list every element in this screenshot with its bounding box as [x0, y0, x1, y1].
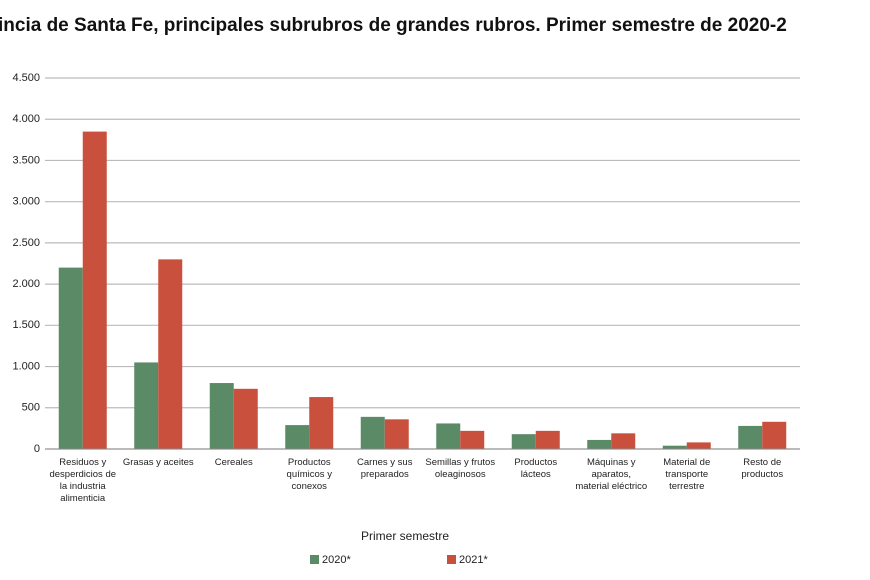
x-tick-label: Grasas y aceites — [122, 457, 194, 468]
bar — [436, 423, 461, 449]
bar — [384, 419, 409, 449]
y-tick-label: 3.000 — [12, 196, 40, 208]
y-tick-label: 1.500 — [12, 319, 40, 331]
bar — [309, 397, 334, 449]
bar — [535, 430, 560, 449]
x-tick-label: Cereales — [214, 457, 253, 468]
x-tick-label: Semillas y frutos oleaginosos — [425, 457, 496, 480]
bar — [285, 425, 310, 449]
bar — [460, 430, 485, 449]
bar — [511, 434, 536, 449]
chart-title: incia de Santa Fe, principales subrubros… — [0, 15, 787, 36]
y-tick-label: 4.500 — [12, 72, 40, 84]
x-tick-label: Residuos y desperdicios de la industria … — [49, 457, 117, 504]
y-tick-label: 2.000 — [12, 278, 40, 290]
legend-swatch — [310, 555, 319, 564]
legend-swatch — [447, 555, 456, 564]
x-tick-label: Resto de productos — [741, 457, 784, 480]
x-tick-label: Productos lácteos — [514, 457, 558, 480]
y-tick-label: 0 — [34, 443, 40, 455]
y-tick-label: 500 — [22, 402, 40, 414]
bar — [686, 442, 711, 449]
bar — [611, 433, 636, 449]
legend-label: 2020* — [322, 554, 351, 566]
bar — [82, 131, 107, 450]
y-tick-label: 2.500 — [12, 237, 40, 249]
legend-label: 2021* — [459, 554, 488, 566]
bar — [662, 445, 687, 449]
bar — [233, 388, 258, 449]
y-tick-label: 3.500 — [12, 154, 40, 166]
x-tick-label: Máquinas y aparatos, material eléctrico — [575, 457, 648, 492]
y-tick-label: 4.000 — [12, 113, 40, 125]
x-tick-label: Carnes y sus preparados — [357, 457, 413, 480]
x-axis-title: Primer semestre — [361, 529, 449, 543]
x-tick-label: Material de transporte terrestre — [663, 457, 711, 492]
bar — [738, 425, 763, 449]
bar — [134, 362, 159, 449]
bar — [58, 267, 83, 449]
bar — [209, 383, 234, 449]
y-tick-label: 1.000 — [12, 360, 40, 372]
bar — [158, 259, 183, 449]
bar — [587, 439, 612, 449]
bar — [360, 416, 385, 449]
bar — [762, 421, 787, 449]
x-tick-label: Productos químicos y conexos — [286, 457, 332, 492]
